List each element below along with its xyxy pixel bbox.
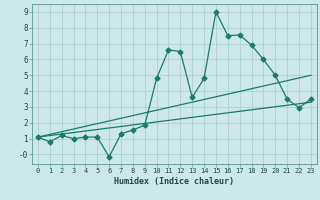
X-axis label: Humidex (Indice chaleur): Humidex (Indice chaleur) [115,177,234,186]
